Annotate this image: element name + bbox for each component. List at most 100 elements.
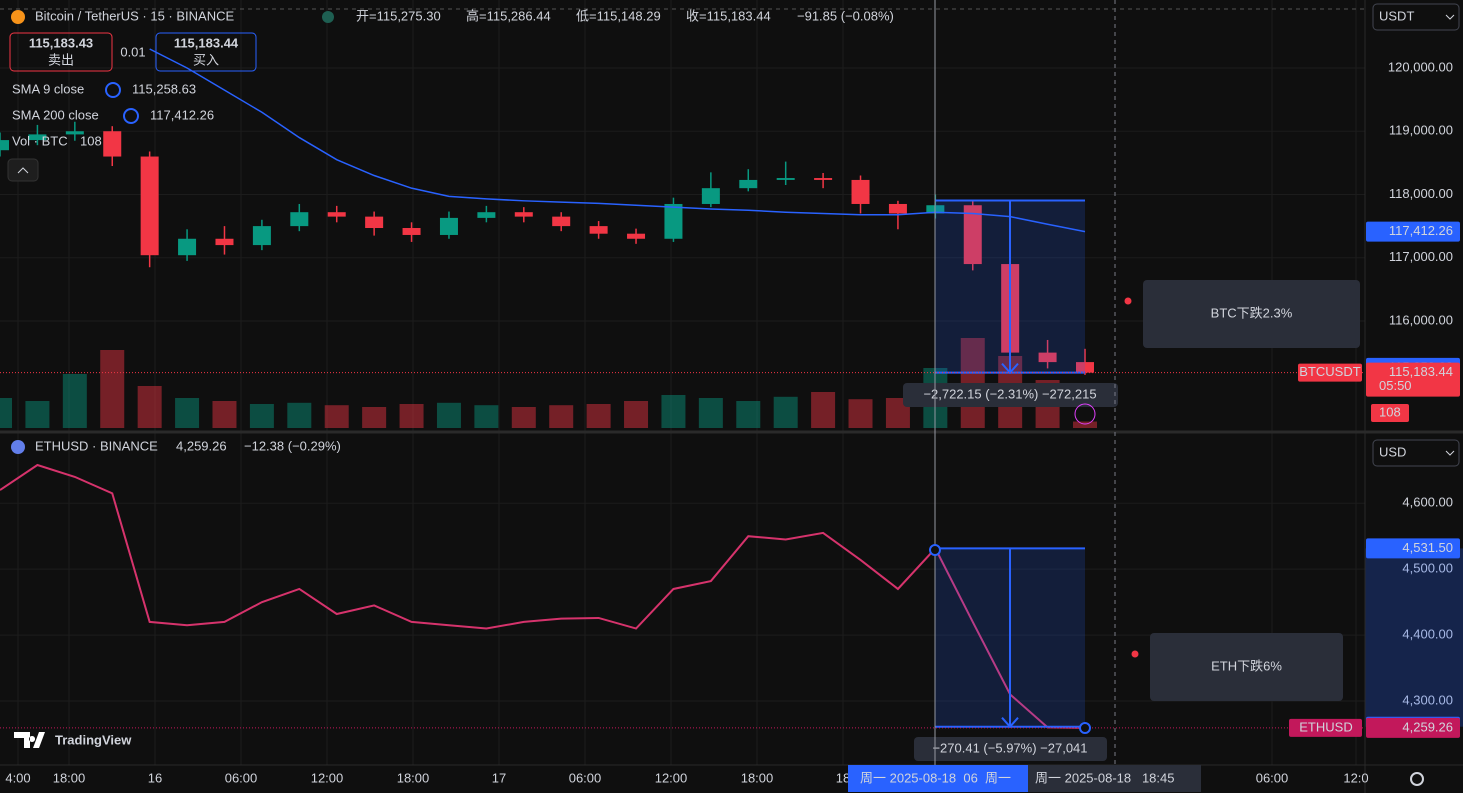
volume-bar xyxy=(212,401,237,428)
volume-tag xyxy=(1371,404,1409,422)
candle-body xyxy=(477,212,496,218)
volume-bar xyxy=(624,401,649,428)
ohlc-value: 高=115,286.44 xyxy=(466,8,551,23)
measure-label: −270.41 (−5.97%) −27,041 xyxy=(932,740,1087,755)
y-tick-label: 4,600.00 xyxy=(1402,495,1453,510)
price-line xyxy=(0,463,1086,729)
x-tick-label: 17 xyxy=(492,770,506,785)
y-tick-label: 116,000.00 xyxy=(1389,312,1453,327)
measure-label: −2,722.15 (−2.31%) −272,215 xyxy=(923,386,1096,401)
candle-body xyxy=(888,203,907,214)
y-tick-label: 120,000.00 xyxy=(1388,59,1453,74)
measure-label-bg xyxy=(903,383,1118,407)
candle-body xyxy=(178,238,197,256)
collapse-caret xyxy=(17,167,29,174)
crosshair-time xyxy=(848,765,1028,792)
currency-select[interactable] xyxy=(1372,439,1460,467)
candle-body xyxy=(1076,362,1094,373)
indicator-icon xyxy=(105,82,121,98)
candle-body xyxy=(739,179,758,189)
change: −12.38 (−0.29%) xyxy=(244,438,341,453)
indicator-name: SMA 200 close xyxy=(12,107,99,122)
volume-bar xyxy=(436,402,461,428)
buy-price: 115,183.44 xyxy=(174,35,239,50)
dropdown-caret xyxy=(1445,14,1455,20)
volume-bar xyxy=(62,374,87,428)
candle-body xyxy=(140,156,159,256)
ohlc-value: 收=115,183.44 xyxy=(686,8,771,23)
symbol-tag xyxy=(1289,718,1362,737)
candle-body xyxy=(514,212,533,217)
candle-body xyxy=(851,179,870,204)
change: −91.85 (−0.08%) xyxy=(797,8,894,23)
volume-bar xyxy=(137,386,162,428)
last-price-label: 115,183.44 xyxy=(1389,364,1453,379)
volume-bar xyxy=(511,407,536,428)
sell-price: 115,183.43 xyxy=(29,35,93,50)
currency: USDT xyxy=(1379,8,1414,23)
volume-bar xyxy=(661,395,686,428)
buy-label: 买入 xyxy=(193,52,219,67)
volume-bar xyxy=(287,402,312,428)
annotation-box xyxy=(1150,633,1343,701)
price-tag-label: 4,531.50 xyxy=(1402,540,1453,555)
x-tick-label: 12:0 xyxy=(1343,770,1368,785)
ohlc-value: 开=115,275.30 xyxy=(356,8,441,23)
x-tick-label: 06:00 xyxy=(225,770,258,785)
candle-body xyxy=(290,212,309,227)
crosshair-time-label: 周一 2025-08-18 18:45 xyxy=(1035,770,1174,785)
measure-arrow-head xyxy=(1001,362,1019,375)
brand: TradingView xyxy=(55,732,132,747)
crosshair-time-label: 周一 2025-08-18 06 周一 xyxy=(860,770,1011,785)
candle-body xyxy=(627,233,646,239)
settings-icon[interactable] xyxy=(1410,772,1424,786)
countdown: 05:50 xyxy=(1379,378,1412,393)
volume-tag-label: 108 xyxy=(1379,404,1401,419)
candle-body xyxy=(664,203,683,239)
candle-body xyxy=(252,226,271,246)
symbol-icon xyxy=(11,10,25,24)
candle-body xyxy=(365,216,384,229)
annotation: BTC下跌2.3% xyxy=(1211,305,1293,320)
x-tick-label: 18:00 xyxy=(397,770,430,785)
volume-bar xyxy=(549,405,574,428)
x-tick-label: 18 xyxy=(836,770,850,785)
candle-body xyxy=(0,140,9,151)
candle-body xyxy=(701,188,720,204)
indicator-value: 117,412.26 xyxy=(150,107,214,122)
sell-button[interactable] xyxy=(9,32,113,72)
indicator-name: SMA 9 close xyxy=(12,81,84,96)
x-tick-label: 06:00 xyxy=(1256,770,1289,785)
symbol-icon xyxy=(11,440,25,454)
alert-icon xyxy=(1074,403,1096,425)
buy-button[interactable] xyxy=(155,32,257,72)
y-tick-label: 4,400.00 xyxy=(1402,627,1453,642)
collapse-button[interactable] xyxy=(7,158,39,182)
candle-body xyxy=(103,131,122,157)
sma-200-line xyxy=(149,48,1086,233)
price-tag xyxy=(1366,538,1460,559)
brand-logo xyxy=(14,732,45,748)
volume-bar xyxy=(1073,421,1097,428)
chart-title: ETHUSD · BINANCE xyxy=(35,438,158,453)
volume-bar xyxy=(324,405,349,428)
volume-bar xyxy=(474,405,499,428)
candle-body xyxy=(589,226,608,234)
sell-label: 卖出 xyxy=(48,52,74,67)
x-tick-label: 18:00 xyxy=(741,770,774,785)
currency-select[interactable] xyxy=(1372,3,1460,31)
x-tick-label: 18:00 xyxy=(53,770,86,785)
y-tick-label: 118,000.00 xyxy=(1389,186,1453,201)
indicator-value: 115,258.63 xyxy=(132,81,196,96)
y-tick-label: 4,300.00 xyxy=(1402,692,1453,707)
indicator-name: Vol · BTC xyxy=(12,133,68,148)
volume-bar xyxy=(399,404,424,428)
candle-body xyxy=(963,205,982,265)
symbol-name: BTCUSDT xyxy=(1299,364,1360,379)
x-tick-label: 4:00 xyxy=(5,770,30,785)
indicator-value: 108 xyxy=(80,133,102,148)
volume-bar xyxy=(25,401,50,428)
axis-range xyxy=(1365,548,1463,727)
last-price-label: 4,259.26 xyxy=(1402,719,1453,734)
